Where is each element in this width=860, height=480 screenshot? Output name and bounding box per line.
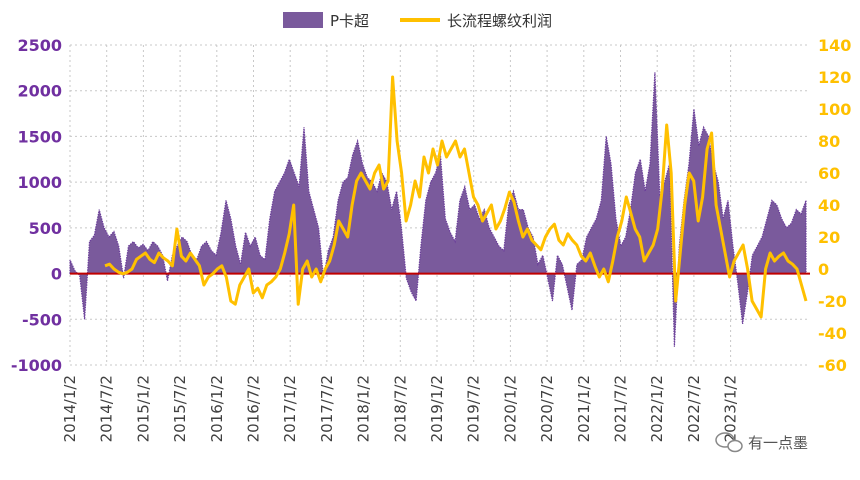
x-tick-label: 2017/7/2 xyxy=(318,375,336,442)
x-tick-label: 2018/1/2 xyxy=(355,375,373,442)
y-left-tick-label: -500 xyxy=(22,310,62,329)
legend-label-line: 长流程螺纹利润 xyxy=(447,12,552,30)
y-right-tick-label: 60 xyxy=(818,164,840,183)
x-tick-label: 2021/7/2 xyxy=(612,375,630,442)
x-tick-label: 2016/1/2 xyxy=(208,375,226,442)
y-right-tick-label: 100 xyxy=(818,100,851,119)
x-tick-label: 2014/1/2 xyxy=(61,375,79,442)
y-right-tick-label: 40 xyxy=(818,196,840,215)
legend-swatch-area xyxy=(283,12,323,28)
legend-label-area: P卡超 xyxy=(330,12,369,30)
x-tick-label: 2021/1/2 xyxy=(575,375,593,442)
y-right-tick-label: -40 xyxy=(818,324,847,343)
x-axis: 2014/1/2 2014/7/2 2015/1/2 2015/7/2 2016/1/2… xyxy=(61,375,740,442)
line-series xyxy=(104,75,808,319)
x-tick-label: 2022/7/2 xyxy=(685,375,703,442)
y-left-tick-label: 0 xyxy=(51,265,62,284)
x-tick-label: 2017/1/2 xyxy=(281,375,299,442)
x-tick-label: 2019/1/2 xyxy=(428,375,446,442)
y-left-tick-label: -1000 xyxy=(11,356,62,375)
y-right-tick-label: 0 xyxy=(818,260,829,279)
y-right-tick-label: 20 xyxy=(818,228,840,247)
y-right-tick-label: 140 xyxy=(818,36,851,55)
wechat-icon xyxy=(715,432,743,453)
y-left-tick-label: 2500 xyxy=(17,36,62,55)
x-tick-label: 2015/1/2 xyxy=(134,375,152,442)
x-tick-label: 2020/7/2 xyxy=(538,375,556,442)
x-tick-label: 2023/1/2 xyxy=(722,375,740,442)
line-series-path xyxy=(104,75,808,319)
y-left-tick-label: 1500 xyxy=(17,127,62,146)
watermark-text: 有一点墨 xyxy=(748,434,808,452)
x-tick-label: 2022/1/2 xyxy=(648,375,666,442)
x-tick-label: 2020/1/2 xyxy=(501,375,519,442)
y-axis-left: 2500 2000 1500 1000 500 0 -500 -1000 xyxy=(11,36,62,375)
x-tick-label: 2018/7/2 xyxy=(391,375,409,442)
watermark: 有一点墨 xyxy=(715,432,808,453)
y-axis-right: 140 120 100 80 60 40 20 0 -20 -40 -60 xyxy=(818,36,851,375)
y-right-tick-label: -20 xyxy=(818,292,847,311)
y-left-tick-label: 2000 xyxy=(17,82,62,101)
y-right-tick-label: 80 xyxy=(818,132,840,151)
x-tick-label: 2014/7/2 xyxy=(98,375,116,442)
y-left-tick-label: 500 xyxy=(29,219,62,238)
legend: P卡超 长流程螺纹利润 xyxy=(283,12,552,30)
y-right-tick-label: -60 xyxy=(818,356,847,375)
y-left-tick-label: 1000 xyxy=(17,173,62,192)
x-tick-label: 2016/7/2 xyxy=(245,375,263,442)
y-right-tick-label: 120 xyxy=(818,68,851,87)
x-tick-label: 2015/7/2 xyxy=(171,375,189,442)
x-tick-label: 2019/7/2 xyxy=(465,375,483,442)
